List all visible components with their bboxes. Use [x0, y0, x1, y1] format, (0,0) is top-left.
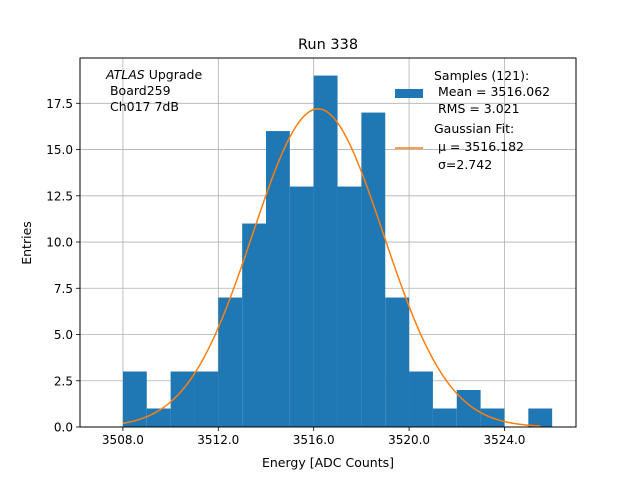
histogram-bar-8	[313, 75, 338, 428]
x-axis-ticks: 3508.0 3512.0 3516.0 3520.0 3524.0	[102, 427, 525, 447]
y-tick-label-6: 15.0	[46, 143, 73, 157]
legend-samples-line-3: RMS = 3.021	[434, 101, 520, 116]
gaussian-fit	[122, 108, 541, 427]
histogram-bar-7	[289, 186, 314, 427]
y-axis-label: Entries	[19, 221, 34, 265]
annotation-line-2: Board259	[106, 83, 171, 98]
legend-samples-line-1: Samples (121):	[434, 68, 529, 83]
legend-fit-line-2: μ = 3516.182	[434, 139, 524, 154]
gaussian-fit-line	[122, 108, 541, 427]
histogram-bar-0	[122, 371, 147, 427]
x-tick-label-3: 3520.0	[388, 433, 430, 447]
legend-fit-line-3: σ=2.742	[434, 157, 492, 172]
y-tick-label-4: 10.0	[46, 236, 73, 250]
x-tick-label-0: 3508.0	[102, 433, 144, 447]
histogram-bar-5	[242, 223, 266, 427]
y-axis-ticks: 0.0 2.5 5.0 7.5 10.0 12.5 15.0 17.5	[46, 97, 80, 435]
y-tick-label-5: 12.5	[46, 189, 73, 203]
histogram-bar-12	[409, 371, 433, 427]
histogram-bar-6	[266, 131, 290, 427]
legend-samples-line-2: Mean = 3516.062	[434, 84, 550, 99]
annotation-line-1: ATLAS Upgrade	[105, 67, 202, 82]
y-tick-label-7: 17.5	[46, 97, 73, 111]
legend-fit-line-1: Gaussian Fit:	[434, 121, 514, 136]
y-tick-label-2: 5.0	[54, 328, 73, 342]
histogram-bar-10	[361, 112, 386, 428]
histogram-bar-13	[432, 408, 457, 427]
y-tick-label-1: 2.5	[54, 374, 73, 388]
legend: Samples (121): Mean = 3516.062 RMS = 3.0…	[395, 68, 550, 172]
histogram-bar-3	[194, 371, 219, 427]
plot-frame	[79, 57, 577, 428]
chart-title: Run 338	[298, 37, 358, 53]
legend-swatch-samples	[395, 89, 423, 98]
x-tick-label-1: 3512.0	[197, 433, 239, 447]
x-tick-label-2: 3516.0	[293, 433, 335, 447]
histogram-bar-9	[337, 186, 362, 427]
histogram-bar-4	[218, 297, 243, 427]
histogram-bars	[122, 75, 553, 428]
y-tick-label-0: 0.0	[54, 421, 73, 435]
histogram-bar-2	[170, 371, 195, 427]
histogram-bar-17	[528, 408, 553, 427]
x-axis-label: Energy [ADC Counts]	[262, 455, 394, 470]
x-tick-label-4: 3524.0	[483, 433, 525, 447]
y-tick-label-3: 7.5	[54, 282, 73, 296]
annotation-line-3: Ch017 7dB	[106, 99, 179, 114]
histogram-bar-14	[456, 390, 481, 427]
annotation-box: ATLAS Upgrade Board259 Ch017 7dB	[105, 67, 202, 114]
histogram-bar-11	[385, 297, 410, 427]
